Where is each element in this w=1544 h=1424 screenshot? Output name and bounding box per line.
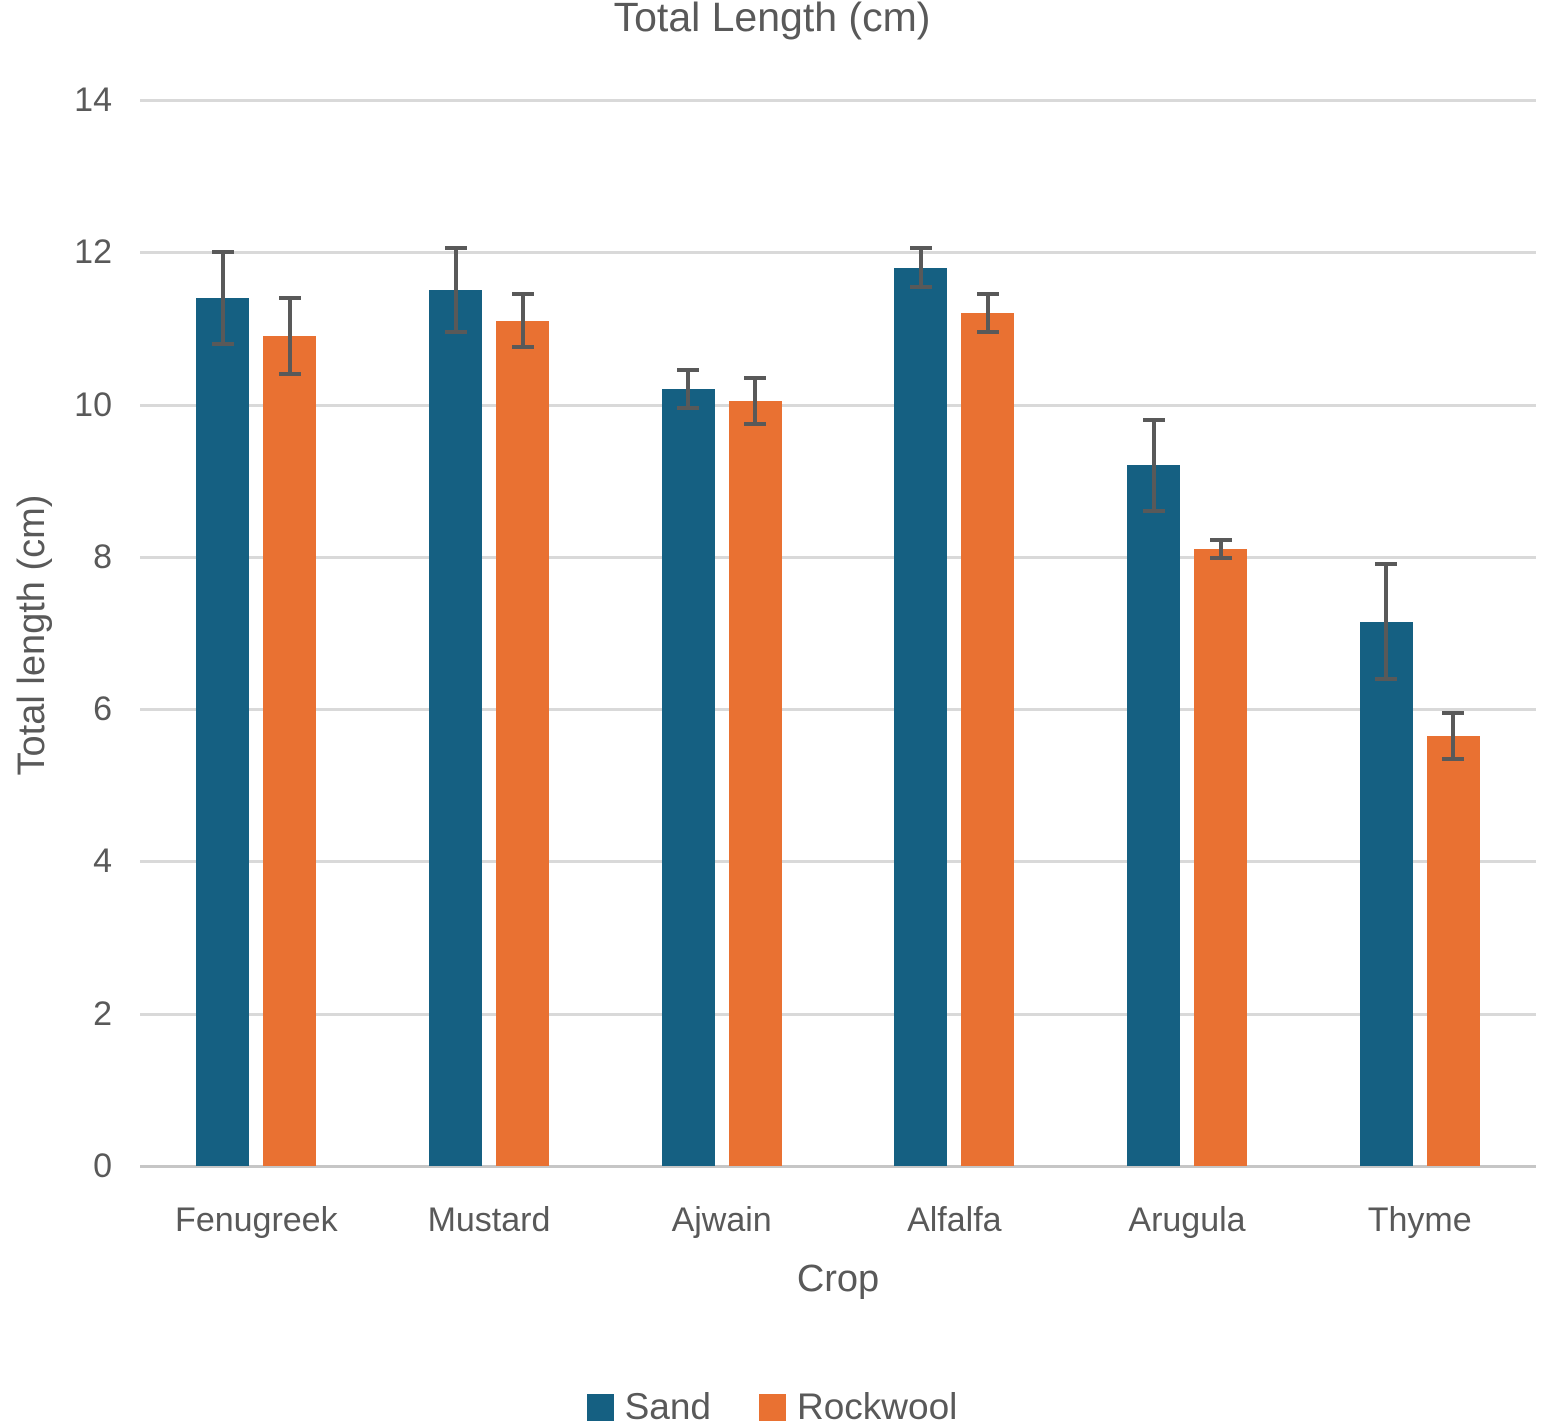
errorbar-sand-ajwain-line [686, 370, 691, 409]
y-axis-title: Total length (cm) [11, 494, 53, 776]
bar-rockwool-thyme [1426, 735, 1480, 1166]
x-tick-label-alfalfa: Alfalfa [907, 1201, 1002, 1239]
errorbar-rockwool-fenugreek-cap-bottom [278, 372, 301, 377]
chart-title: Total Length (cm) [613, 0, 931, 40]
errorbar-sand-mustard-cap-bottom [444, 330, 467, 335]
errorbar-sand-fenugreek-cap-bottom [211, 341, 234, 346]
bar-sand-arugula [1127, 465, 1180, 1166]
errorbar-sand-mustard-line [453, 248, 458, 333]
bar-rockwool-alfalfa [961, 313, 1015, 1166]
bar-rockwool-arugula [1194, 549, 1247, 1166]
errorbar-rockwool-fenugreek-line [287, 297, 292, 375]
legend-label-rockwool: Rockwool [797, 1386, 958, 1424]
errorbar-rockwool-ajwain-line [753, 377, 758, 424]
errorbar-rockwool-fenugreek-cap-top [278, 295, 301, 300]
x-axis-line [140, 1165, 1536, 1168]
bar-rockwool-mustard [496, 320, 549, 1166]
errorbar-sand-thyme-cap-top [1375, 562, 1398, 567]
y-tick-label-4: 4 [93, 842, 112, 881]
gridline-8 [140, 555, 1536, 559]
gridline-6 [140, 708, 1536, 712]
y-tick-label-8: 8 [93, 537, 112, 576]
errorbar-rockwool-mustard-line [520, 294, 525, 348]
x-tick-label-arugula: Arugula [1128, 1201, 1246, 1239]
y-tick-label-14: 14 [74, 81, 112, 119]
errorbar-sand-ajwain-cap-bottom [677, 406, 700, 411]
legend-label-sand: Sand [624, 1386, 711, 1424]
errorbar-rockwool-thyme-cap-bottom [1442, 756, 1465, 761]
y-tick-label-6: 6 [93, 690, 112, 729]
legend-item-sand: Sand [586, 1386, 711, 1424]
errorbar-rockwool-alfalfa-cap-top [976, 292, 999, 297]
legend-item-rockwool: Rockwool [759, 1386, 957, 1424]
gridline-4 [140, 860, 1536, 864]
bar-sand-alfalfa [894, 267, 948, 1166]
y-tick-label-10: 10 [74, 385, 112, 424]
errorbar-sand-alfalfa-line [918, 248, 923, 287]
errorbar-sand-fenugreek-line [220, 252, 225, 344]
errorbar-rockwool-alfalfa-line [985, 294, 990, 333]
errorbar-rockwool-thyme-cap-top [1442, 710, 1465, 715]
gridline-10 [140, 403, 1536, 407]
errorbar-rockwool-mustard-cap-bottom [511, 345, 534, 350]
bar-sand-fenugreek [196, 297, 250, 1166]
errorbar-sand-thyme-cap-bottom [1375, 676, 1398, 681]
errorbar-rockwool-mustard-cap-top [511, 292, 534, 297]
x-tick-label-mustard: Mustard [427, 1201, 551, 1239]
bar-sand-mustard [429, 290, 482, 1166]
errorbar-sand-alfalfa-cap-bottom [909, 284, 932, 289]
errorbar-sand-alfalfa-cap-top [909, 246, 932, 251]
errorbar-rockwool-ajwain-cap-top [744, 375, 767, 380]
errorbar-rockwool-ajwain-cap-bottom [744, 421, 767, 426]
bar-sand-thyme [1359, 621, 1413, 1166]
errorbar-sand-mustard-cap-top [444, 246, 467, 251]
errorbar-rockwool-thyme-line [1451, 712, 1456, 759]
errorbar-rockwool-alfalfa-cap-bottom [976, 330, 999, 335]
x-tick-label-fenugreek: Fenugreek [175, 1201, 338, 1239]
y-tick-label-0: 0 [93, 1147, 112, 1185]
x-tick-label-ajwain: Ajwain [671, 1201, 772, 1239]
errorbar-rockwool-arugula-line [1218, 540, 1223, 559]
y-tick-label-12: 12 [74, 233, 112, 272]
y-tick-label-2: 2 [93, 994, 112, 1033]
errorbar-sand-arugula-line [1151, 419, 1156, 512]
errorbar-sand-arugula-cap-top [1142, 417, 1165, 422]
gridline-2 [140, 1012, 1536, 1016]
errorbar-rockwool-arugula-cap-bottom [1209, 556, 1232, 561]
bar-rockwool-fenugreek [263, 336, 317, 1166]
gridline-14 [140, 99, 1536, 102]
legend-swatch-sand [586, 1393, 614, 1421]
errorbar-sand-fenugreek-cap-top [211, 250, 234, 255]
x-axis-title: Crop [796, 1258, 880, 1300]
legend: Sand Rockwool [0, 1386, 1544, 1424]
errorbar-sand-ajwain-cap-top [677, 368, 700, 373]
bar-sand-ajwain [661, 389, 715, 1166]
legend-swatch-rockwool [759, 1393, 786, 1421]
errorbar-sand-thyme-line [1384, 564, 1389, 679]
errorbar-rockwool-arugula-cap-top [1209, 538, 1232, 543]
errorbar-sand-arugula-cap-bottom [1142, 509, 1165, 514]
bar-rockwool-ajwain [728, 400, 782, 1166]
x-tick-label-thyme: Thyme [1367, 1201, 1472, 1239]
gridline-12 [140, 251, 1536, 255]
